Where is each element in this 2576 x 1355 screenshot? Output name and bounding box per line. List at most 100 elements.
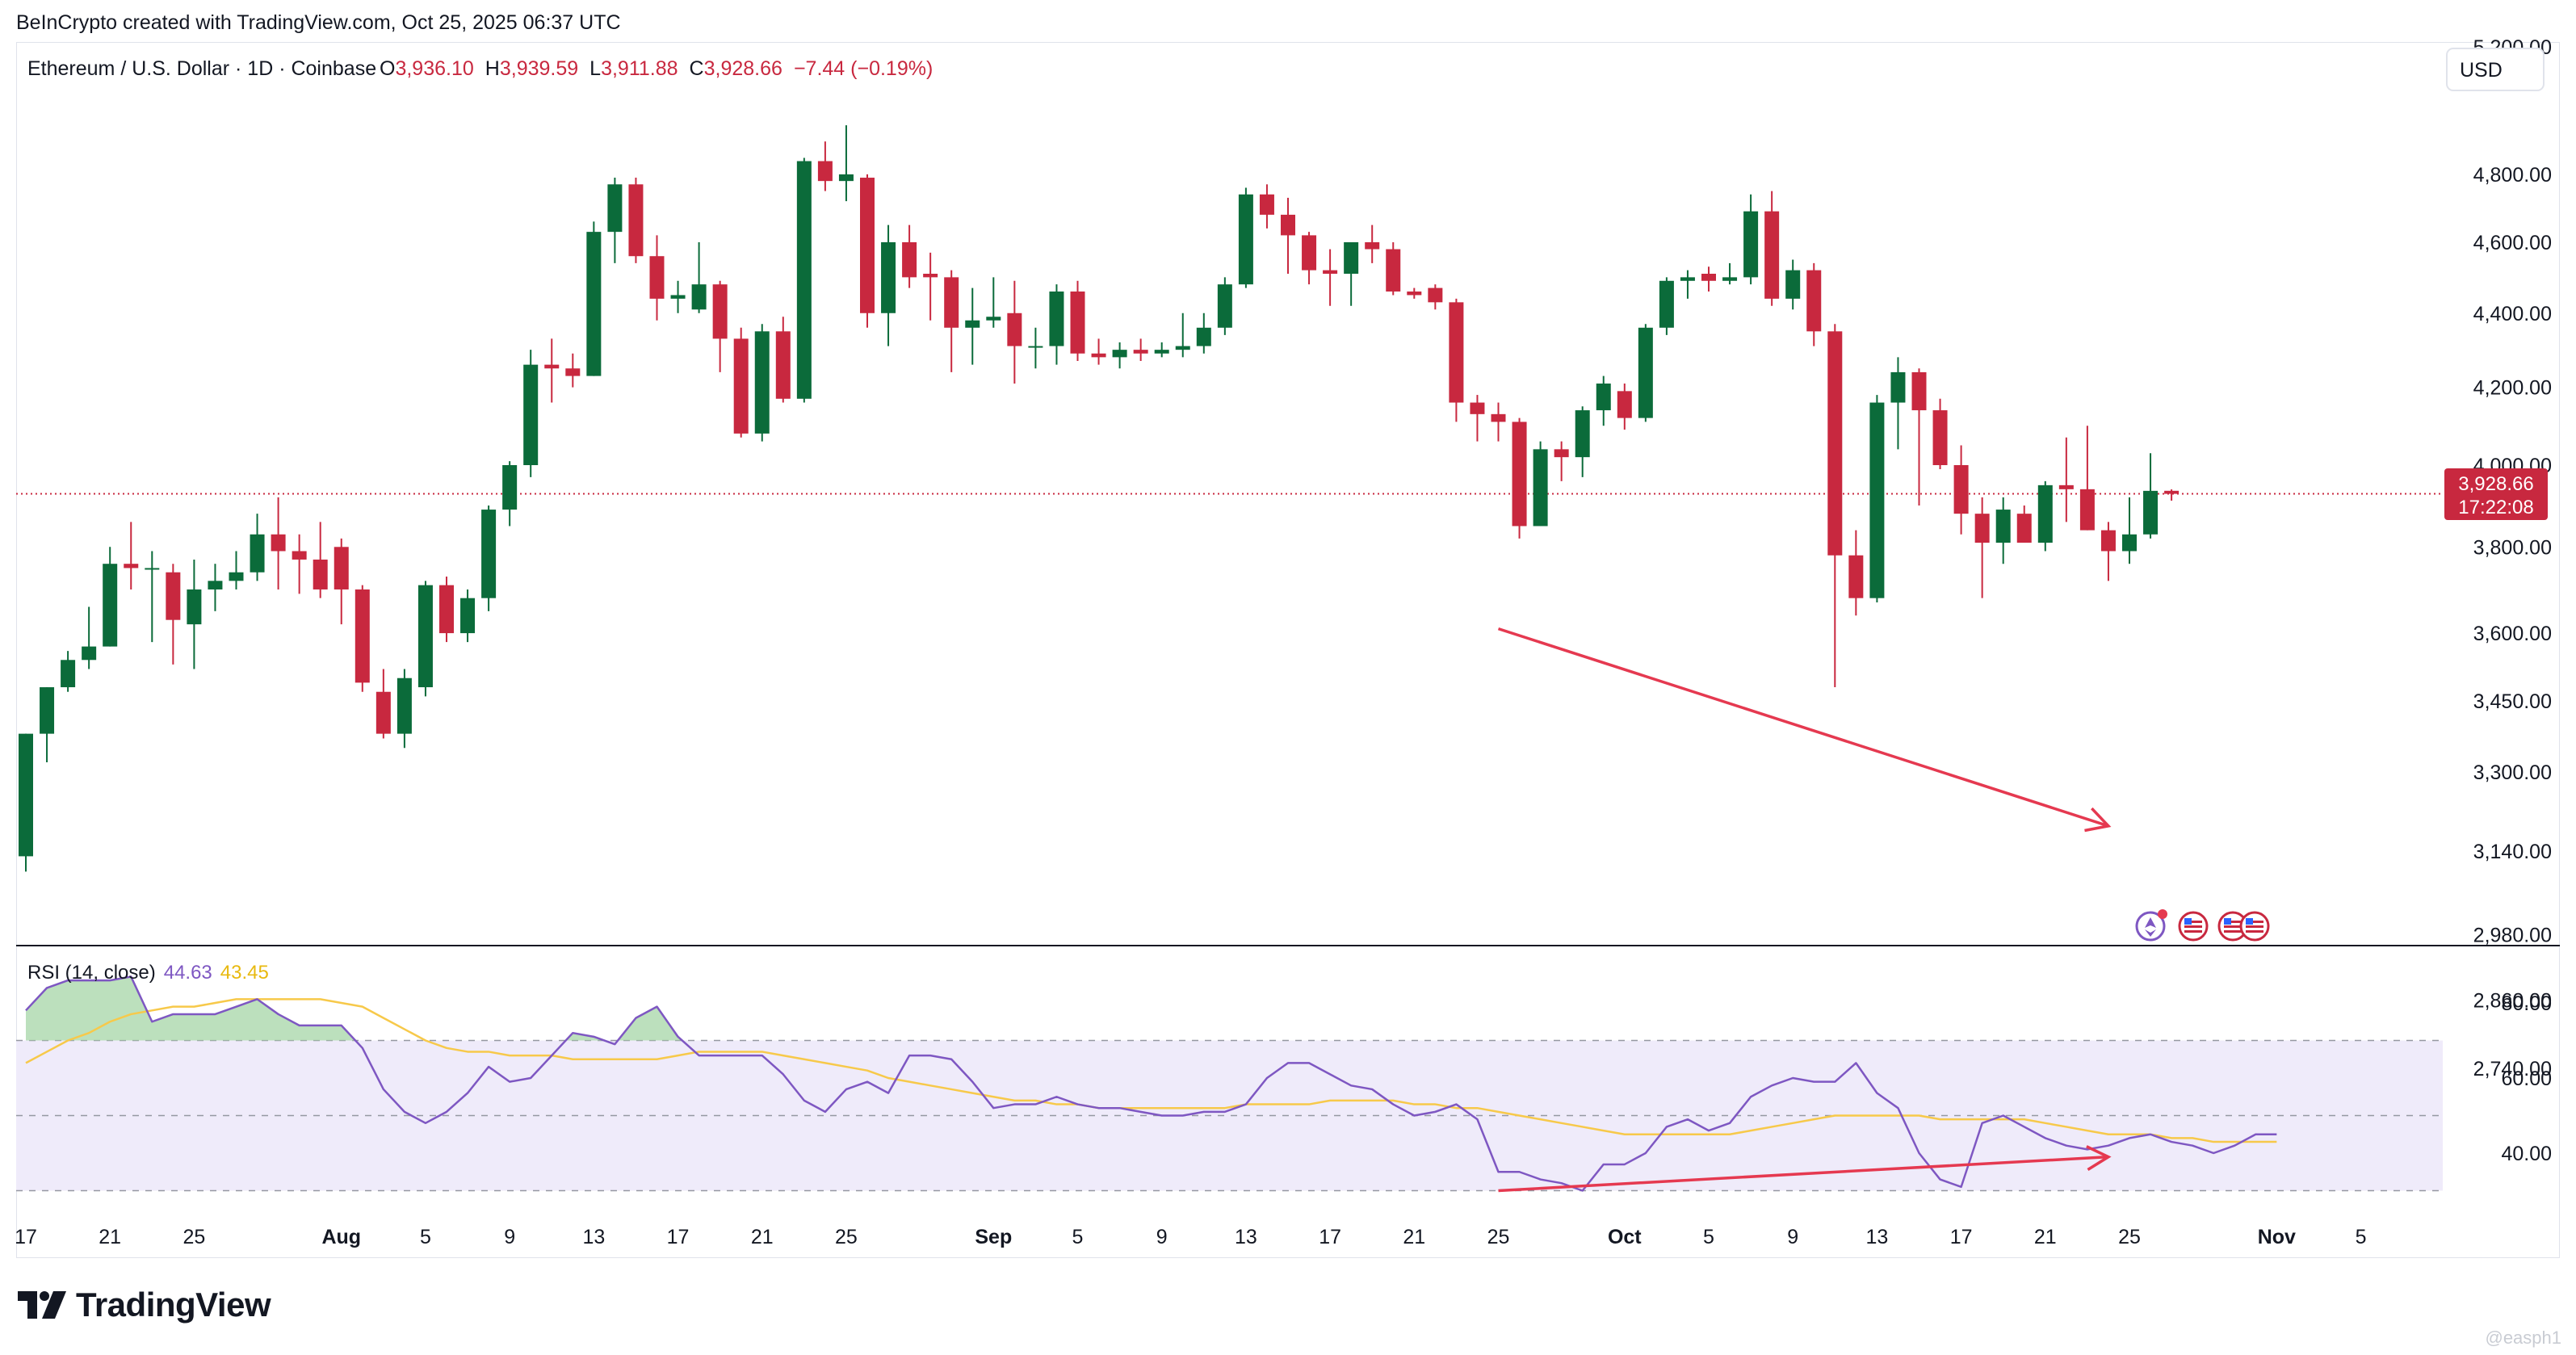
candle-body[interactable] xyxy=(712,284,728,339)
us-flag-canton[interactable] xyxy=(2246,918,2253,925)
candle[interactable] xyxy=(1238,187,1253,288)
candle[interactable] xyxy=(1491,402,1506,442)
candle[interactable] xyxy=(2100,522,2116,581)
candle[interactable] xyxy=(860,174,875,328)
candle[interactable] xyxy=(733,327,749,438)
rsi-divergence-arrow-head[interactable] xyxy=(2086,1145,2112,1171)
candle[interactable] xyxy=(2164,489,2180,501)
candle[interactable] xyxy=(986,277,1001,328)
candle-body[interactable] xyxy=(965,320,980,328)
candle[interactable] xyxy=(565,353,581,388)
candle[interactable] xyxy=(1932,398,1948,469)
candle-body[interactable] xyxy=(1848,555,1864,598)
candle[interactable] xyxy=(124,522,139,589)
candle-body[interactable] xyxy=(1196,327,1211,346)
candle-body[interactable] xyxy=(2058,485,2074,489)
candle[interactable] xyxy=(145,551,160,643)
candle[interactable] xyxy=(923,252,938,321)
candle-body[interactable] xyxy=(292,551,307,560)
candle-body[interactable] xyxy=(1217,284,1232,328)
tradingview-logo[interactable]: TradingView xyxy=(18,1286,271,1324)
candle[interactable] xyxy=(649,235,665,321)
candle[interactable] xyxy=(1365,224,1380,263)
candle-body[interactable] xyxy=(460,598,476,634)
candle[interactable] xyxy=(1785,259,1801,310)
rsi-line[interactable] xyxy=(25,975,2277,1192)
candle-body[interactable] xyxy=(2079,489,2095,531)
candle-body[interactable] xyxy=(103,564,118,647)
candle-body[interactable] xyxy=(1932,410,1948,465)
candle-body[interactable] xyxy=(565,368,581,376)
candle-body[interactable] xyxy=(1764,211,1780,299)
candle-body[interactable] xyxy=(145,568,160,570)
candle-body[interactable] xyxy=(1827,331,1843,556)
candle-body[interactable] xyxy=(439,585,454,634)
candle-body[interactable] xyxy=(2037,485,2053,543)
candle-body[interactable] xyxy=(1112,350,1127,358)
ethereum-event-icon[interactable] xyxy=(2135,909,2167,942)
candle-body[interactable] xyxy=(1638,327,1653,418)
candle-body[interactable] xyxy=(1890,371,1906,403)
candle[interactable] xyxy=(375,669,391,739)
candle-body[interactable] xyxy=(1554,449,1569,458)
us-flag-canton[interactable] xyxy=(2224,918,2231,925)
candle-body[interactable] xyxy=(1995,510,2011,543)
candle[interactable] xyxy=(1911,368,1927,506)
candle[interactable] xyxy=(2122,497,2137,564)
candle-body[interactable] xyxy=(396,678,412,734)
currency-button-bg[interactable] xyxy=(2446,48,2545,91)
candle-body[interactable] xyxy=(1428,287,1443,303)
candle-body[interactable] xyxy=(860,178,875,313)
ethereum-event-icon-ring[interactable] xyxy=(2135,911,2166,942)
candle[interactable] xyxy=(103,547,118,647)
candle[interactable] xyxy=(2058,437,2074,522)
currency-button-label[interactable]: USD xyxy=(2460,59,2503,82)
candle[interactable] xyxy=(523,350,539,477)
candle[interactable] xyxy=(796,157,812,403)
candle[interactable] xyxy=(2079,426,2095,531)
candle[interactable] xyxy=(881,224,896,346)
candle[interactable] xyxy=(1428,284,1443,310)
candle[interactable] xyxy=(944,270,959,372)
candle-body[interactable] xyxy=(1154,350,1169,354)
candle-body[interactable] xyxy=(1659,280,1674,328)
candle-body[interactable] xyxy=(1785,270,1801,299)
candle-body[interactable] xyxy=(881,241,896,313)
candle[interactable] xyxy=(1806,262,1822,346)
candle[interactable] xyxy=(1344,241,1359,306)
candle[interactable] xyxy=(1764,191,1780,306)
candle-body[interactable] xyxy=(1953,465,1969,514)
ethereum-event-icon-dot[interactable] xyxy=(2158,909,2167,919)
candle[interactable] xyxy=(607,178,623,263)
candle[interactable] xyxy=(670,280,686,313)
candle[interactable] xyxy=(1617,383,1632,430)
candle-body[interactable] xyxy=(82,646,97,661)
candle[interactable] xyxy=(166,564,181,665)
us-flag-stripe[interactable] xyxy=(2246,930,2263,933)
candle-body[interactable] xyxy=(208,581,223,589)
candle[interactable] xyxy=(1638,324,1653,422)
candle[interactable] xyxy=(1659,277,1674,335)
candle-body[interactable] xyxy=(1701,273,1716,281)
candle-body[interactable] xyxy=(2100,530,2116,552)
candle[interactable] xyxy=(229,551,244,589)
price-pane[interactable]: 5,200.004,800.004,600.004,400.004,200.00… xyxy=(16,36,2552,1080)
candle-body[interactable] xyxy=(187,589,202,625)
candle[interactable] xyxy=(1259,184,1274,229)
downtrend-arrow[interactable] xyxy=(1497,627,2112,833)
candle-body[interactable] xyxy=(923,273,938,278)
candle[interactable] xyxy=(691,241,707,313)
us-flag-stripe[interactable] xyxy=(2246,925,2263,928)
candle-body[interactable] xyxy=(1259,194,1274,215)
candle-body[interactable] xyxy=(1449,302,1464,403)
candle[interactable] xyxy=(1133,338,1148,361)
candle[interactable] xyxy=(1470,395,1485,442)
candle[interactable] xyxy=(1575,406,1590,477)
candle-body[interactable] xyxy=(733,338,749,434)
candle-body[interactable] xyxy=(1869,402,1885,598)
candle-body[interactable] xyxy=(502,465,518,510)
candle-body[interactable] xyxy=(417,585,433,688)
candle-body[interactable] xyxy=(1028,346,1043,348)
candle[interactable] xyxy=(1890,357,1906,450)
candle[interactable] xyxy=(965,287,980,365)
